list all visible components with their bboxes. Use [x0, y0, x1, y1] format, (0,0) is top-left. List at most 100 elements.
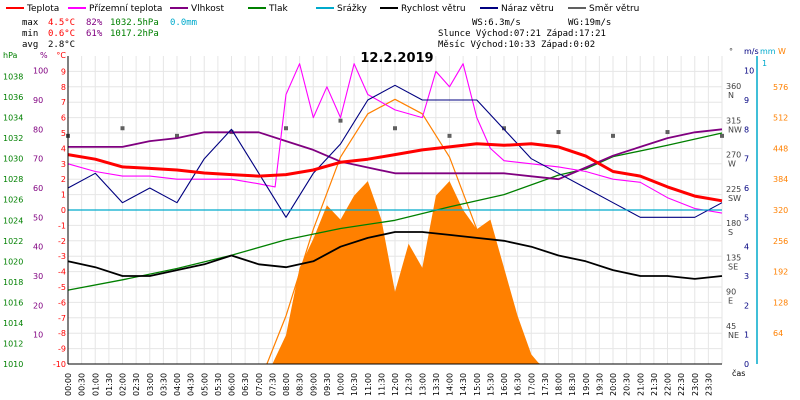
- legend-label: Teplota: [26, 4, 59, 14]
- wind-direction-point: [284, 126, 288, 131]
- hpa-tick-label: 1014: [3, 319, 23, 328]
- temperature-tick-label: 3: [61, 160, 66, 169]
- compass-tick-label: SE: [728, 262, 738, 271]
- stats-max-press: 1032.5hPa: [110, 18, 159, 28]
- direction-tick-label: 315: [726, 116, 741, 125]
- pressure-line: [67, 132, 723, 291]
- temperature-tick-label: -1: [58, 221, 66, 230]
- x-tick-label: 08:00: [282, 373, 291, 396]
- wind-speed-line: [67, 231, 723, 280]
- chart-title: 12.2.2019: [360, 51, 433, 66]
- temperature-tick-label: -3: [58, 252, 66, 261]
- stats-avg-temp: 2.8°C: [48, 40, 75, 50]
- x-tick-label: 21:00: [636, 373, 645, 396]
- temperature-tick-label: 7: [61, 98, 66, 107]
- axes-layer: 1010101210141016101810201022102410261028…: [3, 47, 788, 396]
- temperature-tick-label: 8: [61, 83, 66, 92]
- wind-direction-point: [502, 126, 506, 131]
- direction-unit: °: [729, 47, 733, 56]
- wind-speed-tick-label: 2: [744, 301, 749, 310]
- theoretical-radiation-line: [266, 98, 540, 365]
- x-tick-label: 05:00: [200, 373, 209, 396]
- x-axis-label: čas: [732, 368, 745, 378]
- compass-tick-label: NW: [728, 125, 742, 134]
- compass-tick-label: SW: [728, 194, 741, 203]
- x-tick-label: 20:00: [609, 373, 618, 396]
- wind-speed-tick-label: 0: [744, 360, 749, 369]
- temperature-tick-label: 4: [61, 144, 66, 153]
- x-tick-label: 23:00: [691, 373, 700, 396]
- humidity-tick-label: 30: [33, 272, 43, 281]
- stats-moon: Měsíc Východ:10:33 Západ:0:02: [438, 40, 595, 50]
- legend-label: Srážky: [337, 4, 368, 14]
- x-tick-label: 00:30: [78, 373, 87, 396]
- wind-speed-tick-label: 8: [744, 125, 749, 134]
- radiation-layer: [272, 181, 540, 364]
- wind-speed-tick-label: 4: [744, 243, 749, 252]
- x-tick-label: 17:00: [527, 373, 536, 396]
- legend-label: Náraz větru: [501, 4, 554, 14]
- hpa-tick-label: 1024: [3, 216, 23, 225]
- legend-label: Rychlost větru: [401, 4, 466, 14]
- x-tick-label: 03:30: [159, 373, 168, 396]
- wind-speed-tick-label: 5: [744, 213, 749, 222]
- wind-direction-point: [447, 133, 452, 138]
- stats-sun: Slunce Východ:07:21 Západ:17:21: [438, 29, 606, 39]
- hpa-tick-label: 1026: [3, 196, 23, 205]
- hpa-tick-label: 1018: [3, 278, 23, 287]
- temperature-tick-label: 1: [61, 191, 66, 200]
- temperature-tick-label: -9: [58, 345, 66, 354]
- x-tick-label: 13:30: [432, 373, 441, 396]
- x-tick-label: 09:00: [309, 373, 318, 396]
- series-layer: [66, 63, 724, 365]
- hpa-unit: hPa: [3, 51, 18, 60]
- x-tick-label: 02:00: [119, 373, 128, 396]
- radiation-tick-label: 384: [773, 175, 788, 184]
- stats-min-label: min: [22, 29, 38, 39]
- legend-label: Přízemní teplota: [89, 4, 162, 14]
- x-tick-label: 16:30: [514, 373, 523, 396]
- humidity-tick-label: 20: [33, 301, 43, 310]
- hpa-tick-label: 1038: [3, 73, 23, 82]
- compass-tick-label: N: [728, 91, 734, 100]
- humidity-tick-label: 70: [33, 155, 43, 164]
- direction-tick-label: 135: [726, 253, 741, 262]
- x-tick-label: 15:30: [486, 373, 495, 396]
- wind-direction-point: [338, 118, 343, 123]
- stats-min-hum: 61%: [86, 29, 103, 39]
- x-tick-label: 15:00: [473, 373, 482, 396]
- radiation-unit: W: [778, 47, 786, 56]
- x-tick-label: 06:00: [228, 373, 237, 396]
- hpa-tick-label: 1032: [3, 134, 23, 143]
- temperature-tick-label: 9: [61, 67, 66, 76]
- wind-speed-tick-label: 6: [744, 184, 749, 193]
- wind-direction-point: [665, 130, 670, 135]
- wind-direction-point: [175, 133, 179, 138]
- direction-tick-label: 45: [726, 322, 736, 331]
- stats-gust: WG:19m/s: [568, 18, 611, 28]
- x-tick-label: 07:00: [255, 373, 264, 396]
- wind-speed-tick-label: 1: [744, 331, 749, 340]
- temperature-tick-label: -7: [58, 314, 66, 323]
- hpa-tick-label: 1036: [3, 93, 23, 102]
- stats-max-temp: 4.5°C: [48, 18, 75, 28]
- compass-tick-label: NE: [728, 331, 739, 340]
- x-tick-label: 06:30: [241, 373, 250, 396]
- humidity-tick-label: 50: [33, 213, 43, 222]
- wind-speed-tick-label: 9: [744, 96, 749, 105]
- radiation-tick-label: 192: [773, 268, 788, 277]
- legend-label: Vlhkost: [191, 4, 224, 14]
- hpa-tick-label: 1016: [3, 298, 23, 307]
- compass-tick-label: S: [728, 228, 733, 237]
- x-tick-label: 03:00: [146, 373, 155, 396]
- legend-label: Tlak: [268, 4, 289, 14]
- x-tick-label: 22:30: [677, 373, 686, 396]
- temperature-tick-label: 0: [61, 206, 66, 215]
- humidity-tick-label: 10: [33, 331, 43, 340]
- x-tick-label: 02:30: [132, 373, 141, 396]
- hpa-tick-label: 1028: [3, 175, 23, 184]
- wind-direction-point: [611, 133, 615, 138]
- radiation-area: [272, 181, 540, 364]
- hpa-tick-label: 1012: [3, 339, 23, 348]
- temperature-tick-label: 6: [61, 114, 66, 123]
